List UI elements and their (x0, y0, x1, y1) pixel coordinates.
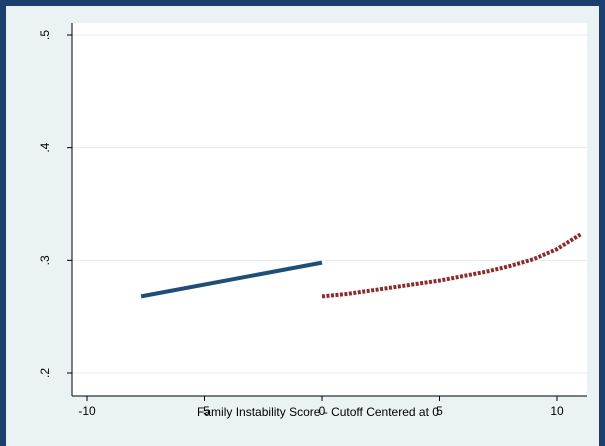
series-line-left-solid (140, 260, 323, 299)
axes (71, 23, 587, 397)
series-line-right-dashed (321, 232, 582, 299)
x-axis-title: Family Instability Score - Cutoff Center… (197, 405, 439, 419)
y-tick-label: .3 (38, 255, 52, 265)
ticks: .2 .3 .4 .5 -10 -5 0 5 10 (38, 30, 564, 418)
x-tick-label: 10 (550, 404, 564, 418)
x-tick-label: 5 (436, 404, 443, 418)
x-tick-label: -5 (199, 404, 210, 418)
x-tick-label: -10 (78, 404, 96, 418)
y-tick-label: .2 (38, 368, 52, 378)
series-group (140, 232, 582, 299)
grid (72, 34, 587, 374)
y-tick-label: .4 (38, 142, 52, 152)
plot-area (72, 23, 587, 396)
x-tick-label: 0 (319, 404, 326, 418)
y-tick-label: .5 (38, 30, 52, 40)
